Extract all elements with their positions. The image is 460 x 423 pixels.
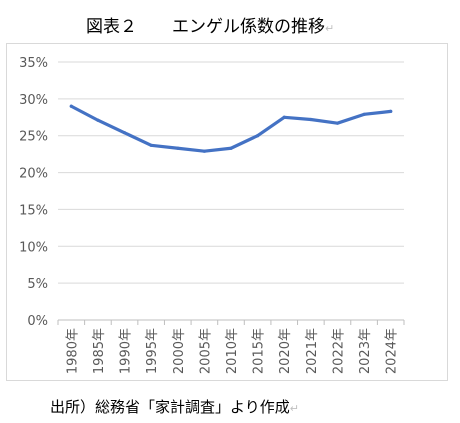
x-tick-label: 1995年 — [145, 328, 160, 374]
data-point — [176, 146, 180, 150]
x-tick-label: 1990年 — [119, 328, 134, 374]
chart-title: エンゲル係数の推移↵ — [172, 12, 334, 37]
data-point — [362, 112, 366, 116]
y-tick-label: 35% — [19, 56, 48, 71]
data-point — [96, 118, 100, 122]
return-mark-icon: ↵ — [325, 22, 335, 35]
source-note: 出所）総務省「家計調査」より作成↵ — [50, 396, 299, 417]
y-tick-label: 15% — [19, 203, 48, 218]
x-tick-label: 2010年 — [225, 328, 240, 374]
series-line — [69, 104, 393, 153]
y-tick-label: 30% — [19, 93, 48, 108]
x-tick-label: 2000年 — [172, 328, 187, 374]
data-point — [282, 115, 286, 119]
x-tick-label: 2022年 — [331, 328, 346, 374]
data-point — [69, 104, 73, 108]
x-tick-label: 2021年 — [305, 328, 320, 374]
y-tick-label: 25% — [19, 130, 48, 145]
y-tick-label: 5% — [27, 277, 48, 292]
x-tick-label: 2005年 — [198, 328, 213, 374]
x-tick-label: 2024年 — [385, 328, 400, 374]
x-tick-label: 1985年 — [92, 328, 107, 374]
x-tick-label: 2015年 — [252, 328, 267, 374]
x-tick-label: 1980年 — [65, 328, 80, 374]
source-text: 出所）総務省「家計調査」より作成 — [50, 398, 290, 416]
y-tick-label: 0% — [27, 314, 48, 329]
chart-title-bar: 図表２ エンゲル係数の推移↵ — [0, 12, 460, 37]
data-point — [389, 109, 393, 113]
chart-frame — [6, 43, 448, 381]
data-point — [256, 134, 260, 138]
return-mark-icon: ↵ — [289, 402, 299, 415]
data-point — [335, 121, 340, 125]
figure-label: 図表２ — [86, 17, 137, 37]
chart-title-text: エンゲル係数の推移 — [172, 17, 325, 37]
data-point — [202, 149, 206, 153]
data-point — [149, 143, 153, 147]
y-tick-label: 10% — [19, 240, 48, 255]
data-point — [122, 131, 127, 135]
x-tick-label: 2020年 — [278, 328, 293, 374]
x-tick-label: 2023年 — [358, 328, 373, 374]
y-tick-label: 20% — [19, 167, 48, 182]
data-point — [229, 146, 233, 150]
data-point — [309, 117, 313, 122]
